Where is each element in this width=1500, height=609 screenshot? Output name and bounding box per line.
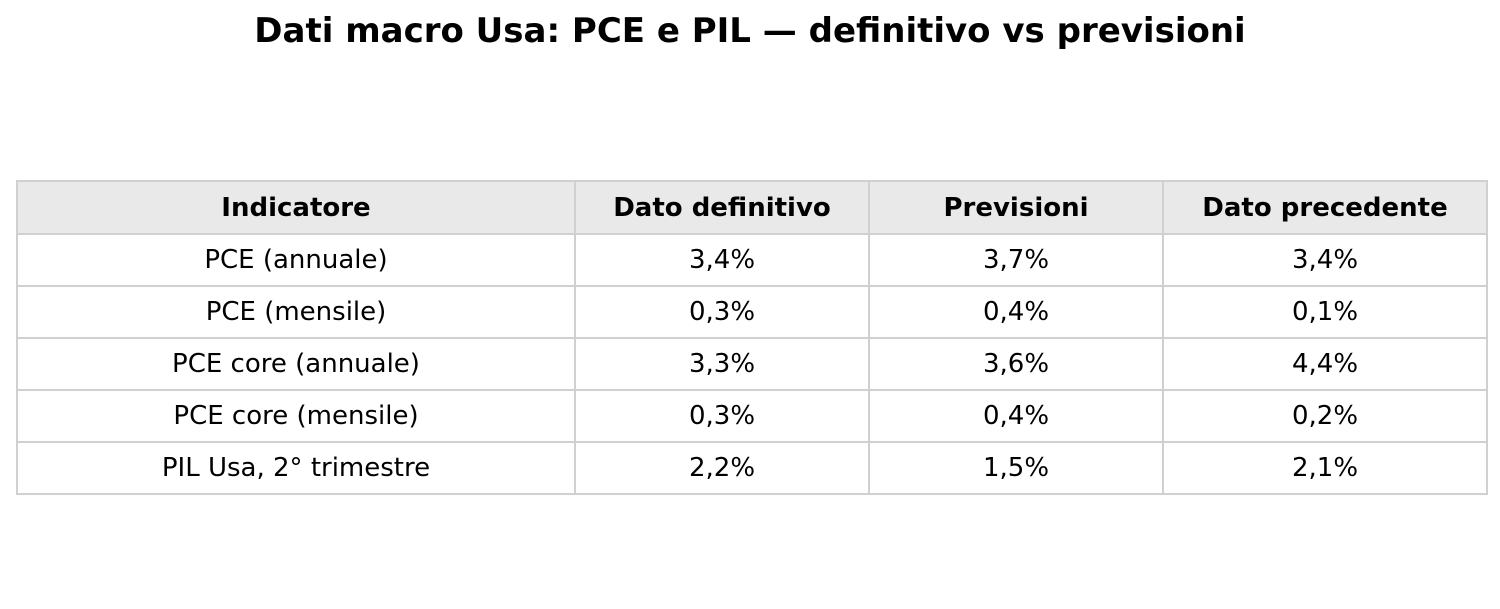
cell: 0,1% [1162,285,1488,339]
row-label: PCE (annuale) [16,233,576,287]
column-header: Dato definitivo [574,180,870,235]
cell: 0,3% [574,389,870,443]
table-body: PCE (annuale) 3,4% 3,7% 3,4% PCE (mensile) 0,… [16,233,1488,495]
table-row: PCE core (mensile) 0,3% 0,4% 0,2% [16,389,1488,443]
title: Dati macro Usa: PCE e PIL — definitivo v… [254,11,1246,51]
row-label: PCE (mensile) [16,285,576,339]
cell: 3,3% [574,337,870,391]
row-label: PIL Usa, 2° trimestre [16,441,576,495]
table-row: PCE (mensile) 0,3% 0,4% 0,1% [16,285,1488,339]
column-header: Previsioni [868,180,1164,235]
table-row: PCE core (annuale) 3,3% 3,6% 4,4% [16,337,1488,391]
data-table: Indicatore Dato definitivo Previsioni Dato … [16,180,1488,495]
column-header: Dato precedente [1162,180,1488,235]
column-header: Indicatore [16,180,576,235]
cell: 3,6% [868,337,1164,391]
cell: 2,2% [574,441,870,495]
cell: 2,1% [1162,441,1488,495]
table-header: Indicatore Dato definitivo Previsioni Dato … [16,180,1488,235]
cell: 0,4% [868,389,1164,443]
cell: 3,7% [868,233,1164,287]
table-row: PIL Usa, 2° trimestre 2,2% 1,5% 2,1% [16,441,1488,495]
row-label: PCE core (mensile) [16,389,576,443]
cell: 4,4% [1162,337,1488,391]
cell: 0,4% [868,285,1164,339]
cell: 3,4% [574,233,870,287]
row-label: PCE core (annuale) [16,337,576,391]
cell: 0,2% [1162,389,1488,443]
table-row: PCE (annuale) 3,4% 3,7% 3,4% [16,233,1488,287]
header-row: Indicatore Dato definitivo Previsioni Dato … [16,180,1488,235]
cell: 3,4% [1162,233,1488,287]
cell: 1,5% [868,441,1164,495]
cell: 0,3% [574,285,870,339]
